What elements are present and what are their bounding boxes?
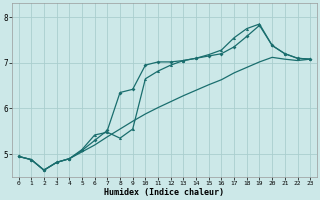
- X-axis label: Humidex (Indice chaleur): Humidex (Indice chaleur): [104, 188, 224, 197]
